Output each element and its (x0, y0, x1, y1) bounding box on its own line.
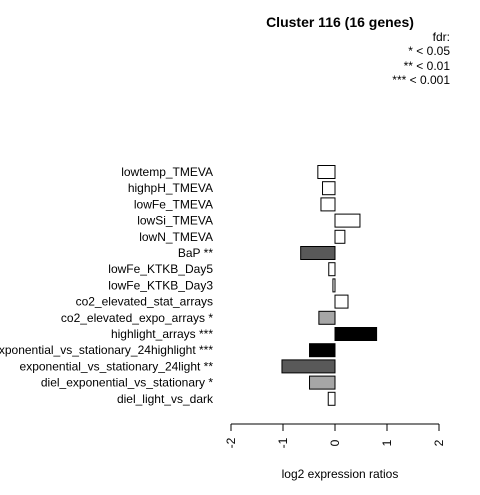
x-axis-label: log2 expression ratios (282, 467, 399, 481)
x-axis: -2 -1 0 1 2 (224, 423, 446, 448)
bar-14 (309, 375, 336, 390)
category-label-4: lowSi_TMEVA (137, 214, 213, 228)
bar-10 (318, 310, 336, 325)
bar-13 (281, 359, 336, 374)
bar-8 (332, 278, 336, 293)
legend-entry-3: *** < 0.001 (392, 73, 450, 87)
category-label-11: highlight_arrays *** (111, 327, 213, 341)
legend: fdr: * < 0.05 ** < 0.01 *** < 0.001 (392, 30, 450, 87)
category-label-5: lowN_TMEVA (139, 230, 213, 244)
bar-1 (317, 165, 336, 179)
category-label-1: lowtemp_TMEVA (121, 165, 213, 179)
category-labels: lowtemp_TMEVA highpH_TMEVA lowFe_TMEVA lowS… (0, 165, 214, 406)
legend-entry-1: * < 0.05 (408, 44, 450, 58)
bar-9 (334, 294, 349, 309)
bar-7 (328, 262, 336, 277)
x-tick-label-2: -1 (276, 437, 290, 448)
bar-2 (322, 181, 336, 196)
bar-12 (309, 343, 336, 358)
bar-3 (320, 197, 336, 212)
bar-6 (300, 246, 336, 260)
category-label-13: exponential_vs_stationary_24light ** (20, 359, 214, 373)
bar-15 (327, 391, 336, 406)
x-tick-label-1: -2 (224, 437, 238, 448)
bar-5 (334, 229, 346, 244)
category-label-15: diel_light_vs_dark (117, 392, 214, 406)
legend-title: fdr: (433, 30, 450, 44)
legend-entry-2: ** < 0.01 (404, 59, 451, 73)
category-label-8: lowFe_KTKB_Day3 (108, 278, 213, 292)
bar-4 (334, 213, 361, 228)
x-tick-label-3: 0 (328, 439, 342, 446)
chart-title: Cluster 116 (16 genes) (266, 14, 414, 30)
category-label-14: diel_exponential_vs_stationary * (41, 376, 213, 390)
x-tick-label-4: 1 (380, 439, 394, 446)
bar-11 (334, 327, 378, 341)
category-label-2: highpH_TMEVA (128, 181, 213, 195)
category-label-12: exponential_vs_stationary_24highlight **… (0, 343, 213, 357)
category-label-9: co2_elevated_stat_arrays (76, 295, 213, 309)
category-label-7: lowFe_KTKB_Day5 (108, 262, 213, 276)
bars (281, 165, 378, 406)
x-tick-label-5: 2 (432, 439, 446, 446)
category-label-10: co2_elevated_expo_arrays * (61, 311, 213, 325)
category-label-6: BaP ** (178, 246, 213, 260)
category-label-3: lowFe_TMEVA (134, 197, 213, 211)
